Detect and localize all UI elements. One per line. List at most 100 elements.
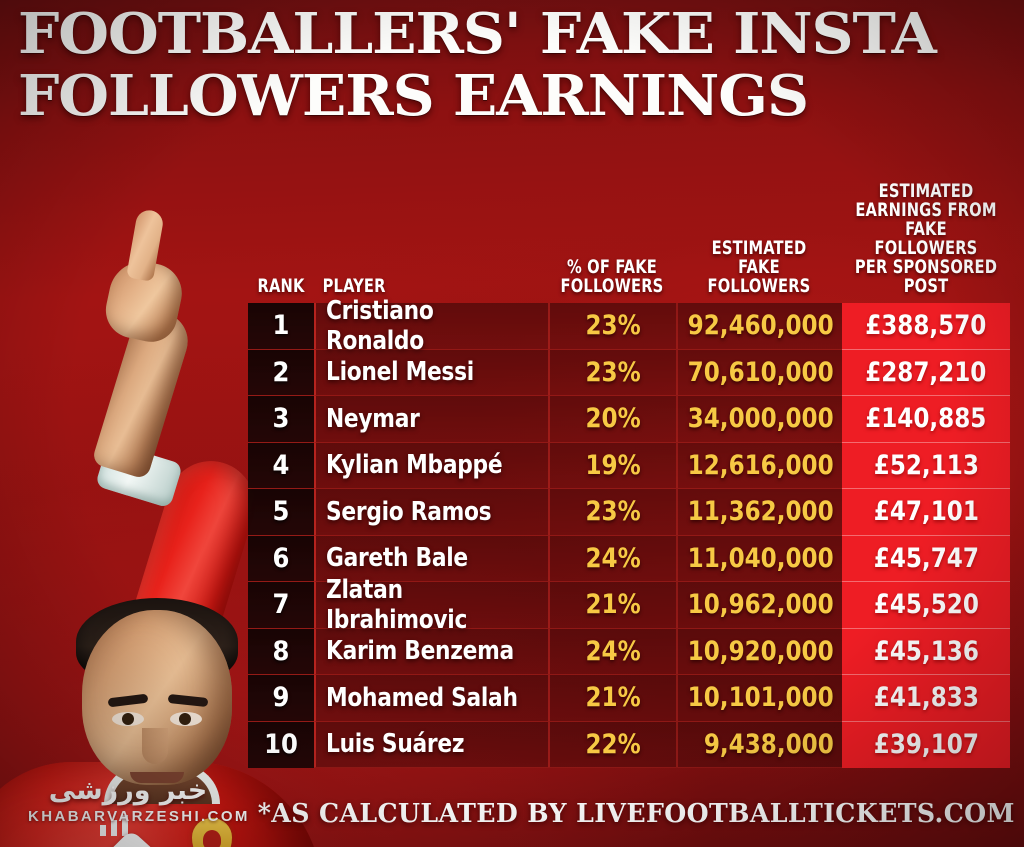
rank-cell: 3 bbox=[248, 396, 314, 443]
table-header-row: RANK PLAYER % OF FAKE FOLLOWERS ESTIMATE… bbox=[248, 152, 1010, 303]
player-name-cell: Neymar bbox=[314, 396, 548, 443]
fake-followers-cell-text: 10,101,000 bbox=[688, 682, 834, 714]
pct-fake-cell-text: 23% bbox=[585, 496, 641, 528]
rank-cell: 6 bbox=[248, 535, 314, 582]
player-name-cell: Lionel Messi bbox=[314, 349, 548, 396]
pct-fake-cell-text: 20% bbox=[585, 403, 641, 435]
earnings-cell: £47,101 bbox=[842, 489, 1010, 536]
title-line-2: FOLLOWERS EARNINGS bbox=[18, 62, 809, 129]
pct-fake-cell: 23% bbox=[548, 349, 676, 396]
eyebrow-left bbox=[107, 693, 149, 708]
rankings-table: RANK PLAYER % OF FAKE FOLLOWERS ESTIMATE… bbox=[248, 152, 1010, 770]
fist bbox=[100, 255, 188, 347]
jersey-sponsor-text: TeamViewer bbox=[163, 842, 315, 847]
earnings-cell-text: £140,885 bbox=[865, 403, 987, 435]
player-name-cell: Gareth Bale bbox=[314, 535, 548, 582]
fake-followers-cell: 11,362,000 bbox=[676, 489, 842, 536]
rank-cell: 8 bbox=[248, 628, 314, 675]
earnings-cell-text: £45,520 bbox=[873, 589, 979, 621]
player-name-cell-text: Neymar bbox=[326, 403, 420, 434]
rank-cell: 5 bbox=[248, 489, 314, 536]
earnings-cell: £388,570 bbox=[842, 303, 1010, 350]
pct-fake-cell-text: 21% bbox=[585, 589, 641, 621]
pct-fake-cell: 22% bbox=[548, 721, 676, 768]
fake-followers-cell: 10,962,000 bbox=[676, 582, 842, 629]
earnings-cell-text: £47,101 bbox=[873, 496, 979, 528]
fake-followers-cell: 92,460,000 bbox=[676, 303, 842, 350]
earnings-cell-text: £45,136 bbox=[873, 635, 979, 667]
pct-fake-cell-text: 24% bbox=[585, 635, 641, 667]
pct-fake-cell-text: 24% bbox=[585, 542, 641, 574]
table-row: 8 Karim Benzema 24% 10,920,000 £45,136 bbox=[248, 628, 1010, 675]
earnings-cell-text: £41,833 bbox=[873, 682, 979, 714]
watermark-farsi-text: خبر ورزشی bbox=[48, 774, 208, 806]
table-row: 3 Neymar 20% 34,000,000 £140,885 bbox=[248, 396, 1010, 443]
pct-fake-cell: 19% bbox=[548, 442, 676, 489]
watermark-domain-text: KHABARVARZESHI.COM bbox=[28, 808, 250, 825]
table-row: 9 Mohamed Salah 21% 10,101,000 £41,833 bbox=[248, 675, 1010, 722]
pct-fake-cell: 23% bbox=[548, 489, 676, 536]
fake-followers-cell-text: 10,962,000 bbox=[688, 589, 834, 621]
player-name-cell: Zlatan Ibrahimovic bbox=[314, 575, 548, 635]
table-row: 10 Luis Suárez 22% 9,438,000 £39,107 bbox=[248, 721, 1010, 768]
player-name-cell-text: Luis Suárez bbox=[326, 729, 465, 760]
earnings-cell-text: £45,747 bbox=[873, 542, 979, 574]
player-name-cell-text: Zlatan Ibrahimovic bbox=[326, 574, 468, 635]
pct-fake-cell: 24% bbox=[548, 628, 676, 675]
sleeve-cuff bbox=[94, 441, 184, 509]
eyebrow-right bbox=[167, 693, 209, 708]
watermark: خبر ورزشی KHABARVARZESHI.COM bbox=[28, 774, 250, 825]
hair bbox=[76, 598, 238, 686]
fake-followers-cell-text: 9,438,000 bbox=[704, 728, 834, 760]
column-header-estimated-fake: ESTIMATED FAKE FOLLOWERS bbox=[707, 237, 811, 297]
title-line-1: FOOTBALLERS' FAKE INSTA bbox=[18, 1, 937, 67]
player-name-cell-text: Gareth Bale bbox=[326, 543, 468, 574]
pct-fake-cell-text: 23% bbox=[585, 310, 641, 342]
fake-followers-cell-text: 11,040,000 bbox=[688, 542, 834, 574]
fake-followers-cell-text: 10,920,000 bbox=[688, 635, 834, 667]
table-row: 7 Zlatan Ibrahimovic 21% 10,962,000 £45,520 bbox=[248, 575, 1010, 635]
column-header-player: PLAYER bbox=[322, 275, 386, 297]
player-name-cell: Luis Suárez bbox=[314, 721, 548, 768]
player-name-cell-text: Cristiano Ronaldo bbox=[326, 295, 434, 356]
rank-cell: 4 bbox=[248, 442, 314, 489]
fake-followers-cell-text: 11,362,000 bbox=[688, 496, 834, 528]
column-header-estimated-earnings: ESTIMATED EARNINGS FROM FAKE FOLLOWERS P… bbox=[854, 180, 998, 297]
fake-followers-cell: 10,101,000 bbox=[676, 675, 842, 722]
fake-followers-cell: 34,000,000 bbox=[676, 396, 842, 443]
source-footnote: *AS CALCULATED BY LIVEFOOTBALLTICKETS.CO… bbox=[257, 799, 1015, 829]
pct-fake-cell-text: 21% bbox=[585, 682, 641, 714]
pct-fake-cell: 23% bbox=[548, 303, 676, 350]
fake-followers-cell-text: 12,616,000 bbox=[688, 449, 834, 481]
pct-fake-cell-text: 19% bbox=[585, 449, 641, 481]
table-body: 1 Cristiano Ronaldo 23% 92,460,000 £388,570 2… bbox=[248, 296, 1010, 768]
pct-fake-cell: 24% bbox=[548, 535, 676, 582]
fake-followers-cell: 70,610,000 bbox=[676, 349, 842, 396]
earnings-cell: £39,107 bbox=[842, 721, 1010, 768]
earnings-cell: £45,136 bbox=[842, 628, 1010, 675]
rank-cell: 7 bbox=[248, 582, 314, 629]
table-row: 2 Lionel Messi 23% 70,610,000 £287,210 bbox=[248, 349, 1010, 396]
table-row: 5 Sergio Ramos 23% 11,362,000 £47,101 bbox=[248, 489, 1010, 536]
player-name-cell-text: Kylian Mbappé bbox=[326, 450, 503, 481]
forearm bbox=[91, 305, 195, 480]
table-row: 1 Cristiano Ronaldo 23% 92,460,000 £388,570 bbox=[248, 296, 1010, 356]
rank-cell: 1 bbox=[248, 303, 314, 350]
earnings-cell: £45,520 bbox=[842, 582, 1010, 629]
rank-cell: 9 bbox=[248, 675, 314, 722]
player-name-cell-text: Karim Benzema bbox=[326, 636, 514, 667]
earnings-cell: £287,210 bbox=[842, 349, 1010, 396]
pct-fake-cell: 21% bbox=[548, 675, 676, 722]
earnings-cell: £41,833 bbox=[842, 675, 1010, 722]
fake-followers-cell-text: 92,460,000 bbox=[688, 310, 834, 342]
player-name-cell-text: Mohamed Salah bbox=[326, 682, 518, 713]
fake-followers-cell: 11,040,000 bbox=[676, 535, 842, 582]
player-name-cell: Cristiano Ronaldo bbox=[314, 296, 548, 356]
pct-fake-cell-text: 23% bbox=[585, 356, 641, 388]
teamviewer-logo-icon bbox=[91, 829, 173, 847]
upper-arm-sleeve bbox=[93, 450, 266, 763]
player-name-cell: Kylian Mbappé bbox=[314, 442, 548, 489]
fake-followers-cell: 9,438,000 bbox=[676, 721, 842, 768]
rank-cell: 10 bbox=[248, 721, 314, 768]
